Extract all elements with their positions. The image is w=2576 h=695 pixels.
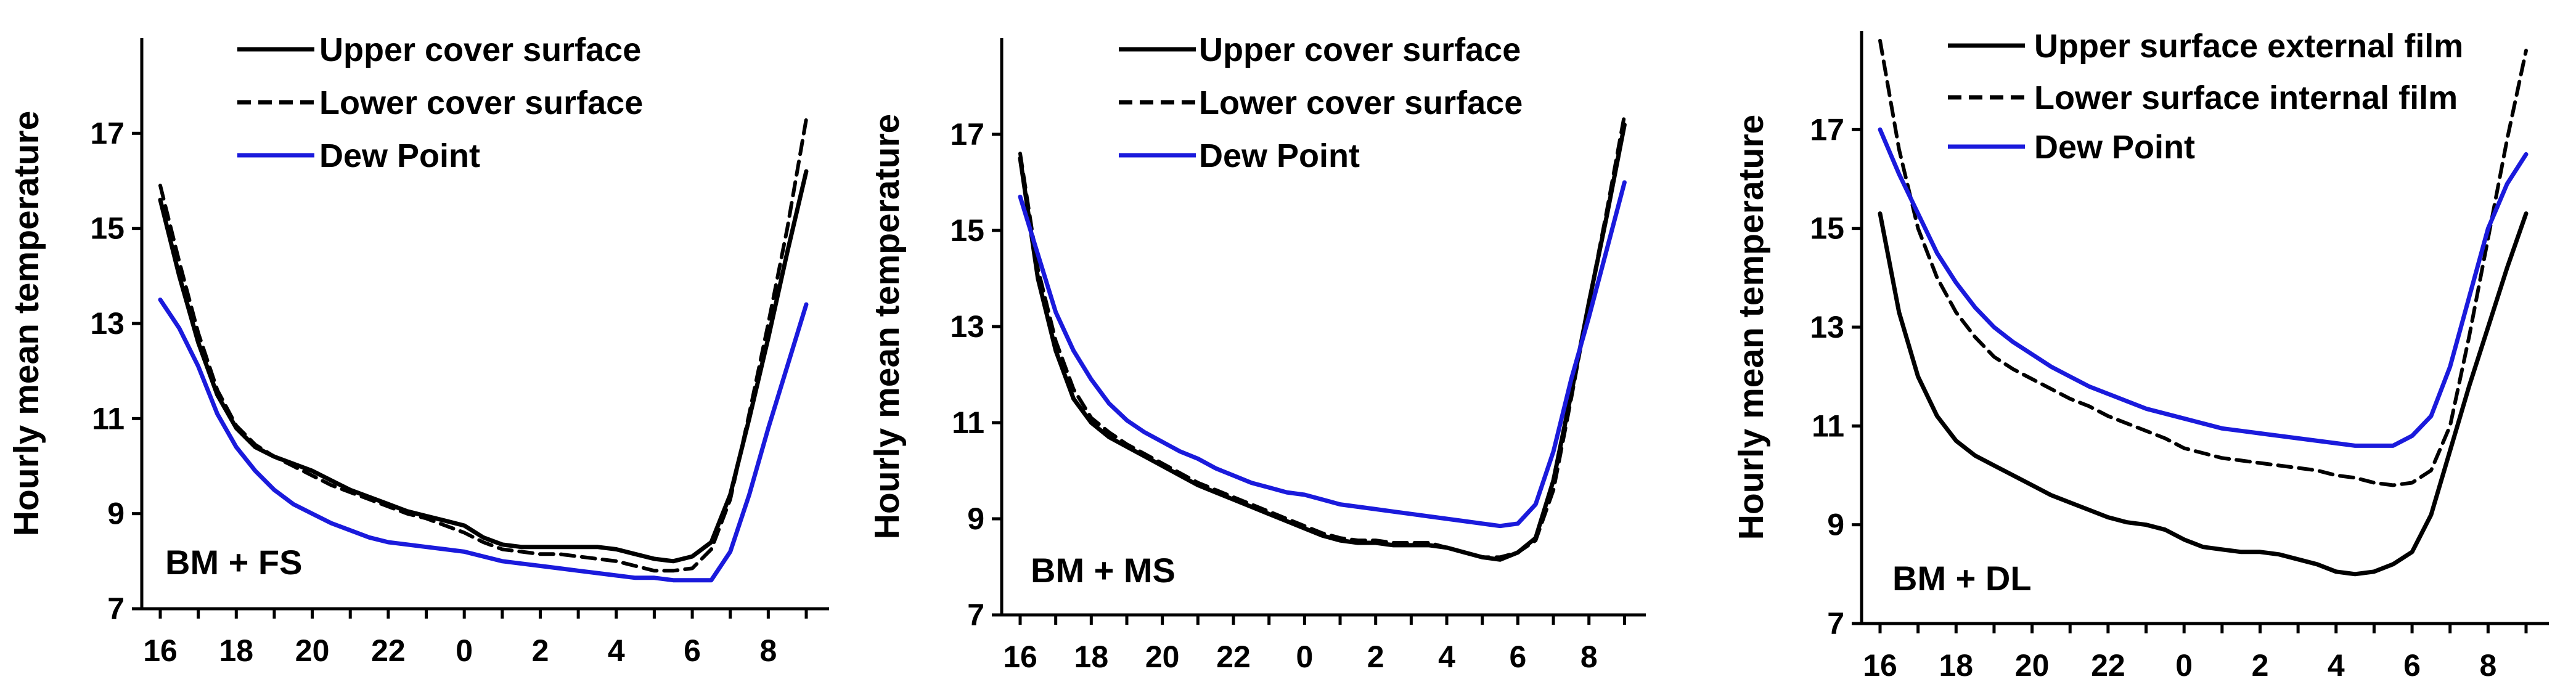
x-tick-label: 2 — [2252, 648, 2269, 683]
x-tick-label: 2 — [532, 633, 549, 668]
x-tick-label: 0 — [2175, 648, 2193, 683]
series-line-2 — [158, 117, 808, 573]
x-tick-label: 20 — [2015, 648, 2050, 683]
legend-label: Upper cover surface — [1199, 31, 1521, 68]
chart-panel-1: 7 9 11 13 15 17 16 18 20 22 0 2 4 6 8 Hourly mean tempe… — [7, 31, 829, 668]
y-tick-label: 7 — [967, 598, 984, 632]
series-line-2 — [1018, 113, 1627, 559]
legend-label: Lower surface internal film — [2034, 79, 2458, 116]
y-axis-label: Hourly mean temperature — [7, 111, 46, 537]
y-tick-label: 9 — [1827, 508, 1844, 542]
y-tick-label: 15 — [1810, 211, 1844, 246]
y-tick-label: 9 — [107, 497, 125, 531]
x-tick-label: 18 — [1074, 640, 1109, 674]
x-tick-label: 6 — [684, 633, 701, 668]
series-line-3 — [158, 297, 809, 583]
y-tick-label: 9 — [967, 502, 984, 536]
panel-annotation: BM + MS — [1031, 551, 1176, 590]
legend-label: Dew Point — [319, 137, 480, 174]
y-tick-label: 11 — [952, 405, 984, 440]
legend-label: Lower cover surface — [1199, 84, 1523, 121]
y-tick-label: 17 — [1810, 112, 1844, 147]
panel-annotation: BM + FS — [165, 543, 302, 582]
legend-label: Dew Point — [1199, 137, 1360, 174]
x-tick-label: 22 — [1216, 640, 1251, 674]
legend-label: Lower cover surface — [319, 84, 643, 121]
legend-label: Dew Point — [2034, 129, 2195, 166]
y-axis-label: Hourly mean temperature — [867, 114, 907, 540]
x-tick-label: 0 — [1296, 640, 1313, 674]
x-tick-label: 6 — [1509, 640, 1526, 674]
x-tick-label: 18 — [219, 633, 253, 668]
x-tick-label: 20 — [295, 633, 330, 668]
x-tick-label: 4 — [1438, 640, 1455, 674]
series-line-1 — [1878, 211, 2529, 577]
legend-label: Upper surface external film — [2034, 28, 2463, 65]
x-tick-label: 6 — [2403, 648, 2421, 683]
x-tick-label: 8 — [2479, 648, 2496, 683]
y-tick-label: 15 — [90, 211, 125, 246]
x-tick-label: 4 — [2328, 648, 2345, 683]
y-tick-label: 17 — [950, 117, 984, 152]
y-tick-label: 17 — [90, 116, 125, 150]
series-line-1 — [158, 169, 809, 564]
chart-panel-3: 7 9 11 13 15 17 16 18 20 22 0 2 4 6 8 Hourly mean tempe… — [1732, 28, 2549, 683]
y-tick-label: 15 — [950, 213, 984, 248]
x-tick-label: 22 — [2091, 648, 2125, 683]
chart-panel-2: 7 9 11 13 15 17 16 18 20 22 0 2 4 6 8 Hourly mean tempe… — [867, 31, 1646, 674]
y-tick-label: 13 — [90, 306, 125, 341]
x-tick-label: 4 — [608, 633, 625, 668]
y-tick-label: 7 — [1827, 606, 1844, 641]
x-tick-label: 2 — [1367, 640, 1384, 674]
series-line-1 — [1018, 122, 1627, 562]
x-tick-label: 8 — [1580, 640, 1598, 674]
x-tick-label: 16 — [143, 633, 178, 668]
series-line-2 — [1878, 39, 2528, 487]
y-tick-label: 13 — [1810, 310, 1844, 344]
x-tick-label: 20 — [1145, 640, 1180, 674]
series-line-3 — [1018, 180, 1627, 529]
x-tick-label: 16 — [1003, 640, 1037, 674]
panel-annotation: BM + DL — [1892, 559, 2032, 598]
x-tick-label: 0 — [456, 633, 473, 668]
y-tick-label: 11 — [1812, 408, 1844, 443]
y-tick-label: 11 — [92, 401, 125, 436]
y-tick-label: 13 — [950, 309, 984, 344]
x-tick-label: 16 — [1863, 648, 1897, 683]
legend-label: Upper cover surface — [319, 31, 641, 68]
series-line-3 — [1878, 127, 2529, 448]
x-tick-label: 18 — [1939, 648, 1973, 683]
x-tick-label: 8 — [759, 633, 777, 668]
y-tick-label: 7 — [107, 591, 125, 626]
x-tick-label: 22 — [371, 633, 406, 668]
y-axis-label: Hourly mean temperature — [1732, 115, 1771, 540]
